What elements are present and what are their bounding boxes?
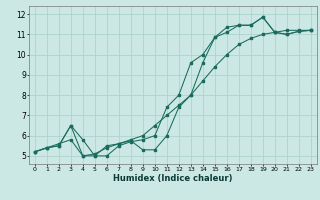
X-axis label: Humidex (Indice chaleur): Humidex (Indice chaleur)	[113, 174, 233, 183]
